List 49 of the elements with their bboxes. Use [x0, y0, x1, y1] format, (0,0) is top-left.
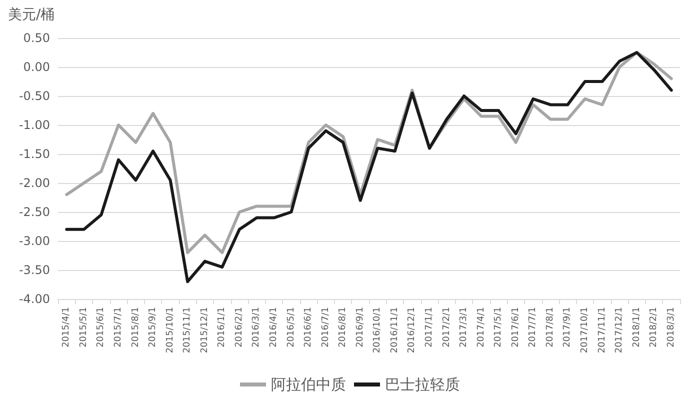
x-tick-label: 2016/12/1	[407, 307, 418, 354]
y-tick-label: 0.50	[23, 31, 50, 45]
x-tick-label: 2016/9/1	[355, 307, 366, 348]
x-tick-label: 2017/10/1	[580, 307, 590, 354]
x-tick-label: 2018/1/1	[632, 307, 642, 348]
x-tick-label: 2017/6/1	[510, 307, 521, 348]
x-tick-label: 2017/1/1	[424, 307, 434, 348]
y-tick-label: -2.00	[18, 176, 50, 190]
x-tick-label: 2016/3/1	[252, 307, 262, 348]
x-tick-label: 2016/4/1	[268, 307, 279, 348]
y-tick-label: -3.50	[18, 263, 50, 277]
x-tick-label: 2017/5/1	[494, 307, 504, 348]
x-tick-label: 2017/7/1	[528, 307, 538, 348]
y-tick-label: -1.50	[18, 147, 50, 161]
x-tick-label: 2015/4/1	[62, 307, 72, 348]
y-tick-label: -2.50	[18, 205, 50, 219]
x-tick-label: 2015/5/1	[78, 307, 89, 348]
x-tick-label: 2015/11/1	[182, 307, 193, 354]
x-tick-label: 2015/8/1	[130, 307, 141, 348]
x-tick-label: 2016/5/1	[286, 307, 296, 348]
y-axis-title: 美元/桶	[8, 7, 55, 23]
y-tick-label: -3.00	[18, 234, 50, 248]
x-tick-label: 2017/4/1	[476, 307, 486, 348]
x-tick-label: 2015/9/1	[148, 307, 158, 348]
x-tick-label: 2016/8/1	[338, 307, 348, 348]
y-tick-label: -1.00	[18, 118, 50, 132]
x-tick-label: 2017/9/1	[562, 307, 573, 348]
y-tick-label: -4.00	[18, 292, 50, 306]
x-tick-label: 2015/12/1	[200, 307, 210, 354]
x-tick-label: 2016/7/1	[320, 307, 331, 348]
x-tick-label: 2016/11/1	[390, 307, 400, 354]
x-tick-label: 2017/8/1	[545, 307, 556, 348]
x-tick-label: 2015/6/1	[96, 307, 106, 348]
x-tick-label: 2017/11/1	[597, 307, 608, 354]
y-tick-label: -0.50	[18, 89, 50, 103]
x-tick-label: 2015/7/1	[113, 307, 124, 348]
x-tick-label: 2018/3/1	[666, 307, 676, 348]
x-tick-label: 2017/2/1	[442, 307, 452, 348]
legend-label: 巴士拉轻质	[385, 376, 460, 394]
legend-label: 阿拉伯中质	[271, 376, 346, 394]
x-tick-label: 2018/2/1	[649, 307, 660, 348]
y-tick-label: 0.00	[23, 60, 50, 74]
x-tick-label: 2016/10/1	[372, 307, 383, 354]
x-tick-label: 2015/10/1	[165, 307, 176, 354]
x-tick-label: 2016/2/1	[234, 307, 244, 348]
x-tick-label: 2016/6/1	[304, 307, 314, 348]
x-tick-label: 2016/1/1	[217, 307, 228, 348]
x-tick-label: 2017/12/1	[614, 307, 625, 354]
x-tick-label: 2017/3/1	[459, 307, 470, 348]
